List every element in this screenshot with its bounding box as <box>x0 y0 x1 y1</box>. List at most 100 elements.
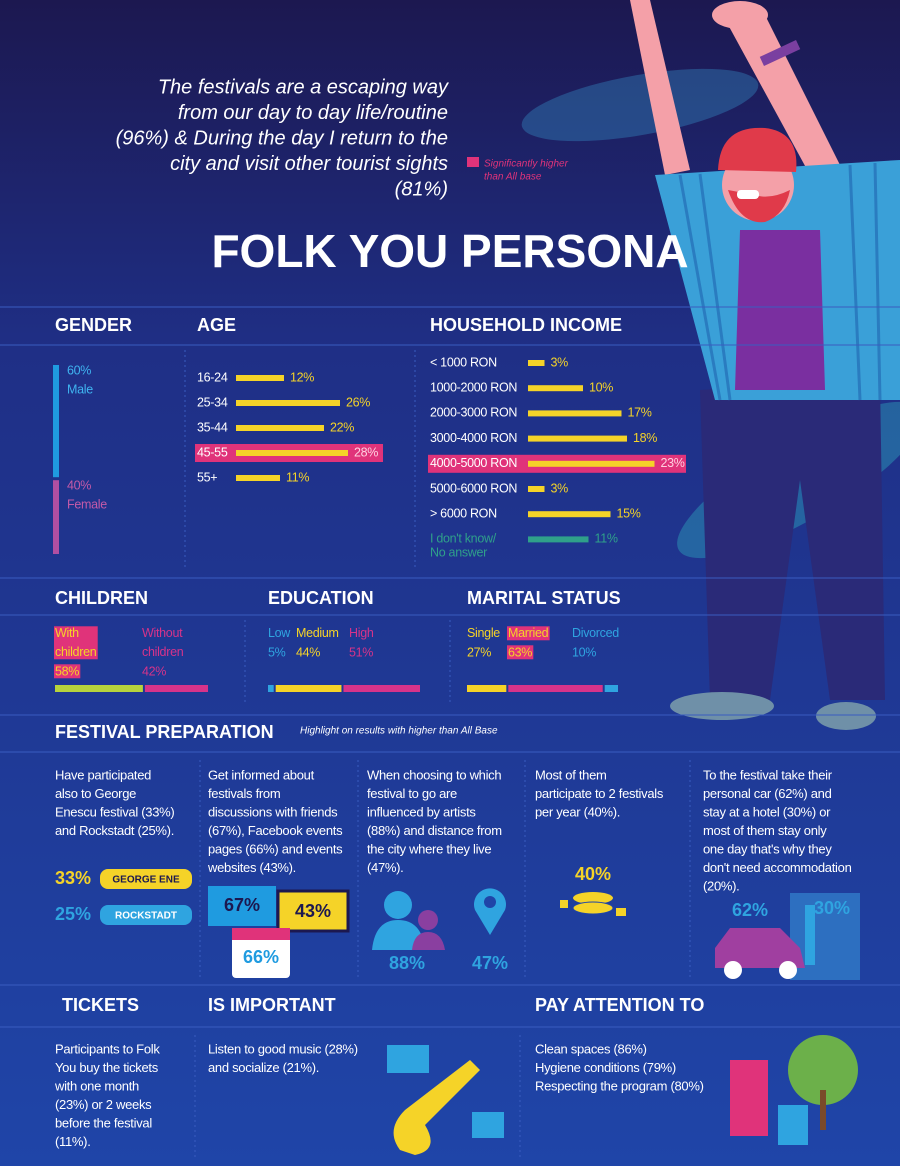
value-label: 23% <box>661 456 685 470</box>
section-header: GENDER <box>55 315 132 335</box>
figure: 33% <box>55 868 91 888</box>
category-label: Female <box>67 497 107 511</box>
paragraph-line: (47%). <box>367 860 404 875</box>
paragraph-line: participate to 2 festivals <box>535 786 664 801</box>
value-label: 11% <box>286 470 309 484</box>
bar <box>268 685 274 692</box>
paragraph-line: festivals from <box>208 786 280 801</box>
bar <box>528 435 627 442</box>
quote-line: (81%) <box>395 178 448 200</box>
value-label: 11% <box>595 532 618 546</box>
figure: 25% <box>55 904 91 924</box>
quote-line: The festivals are a escaping way <box>158 76 449 98</box>
value-label: 26% <box>346 395 370 409</box>
value-label: 5% <box>268 645 286 659</box>
category-label: I don't know/ No answer <box>430 532 499 560</box>
bar <box>604 685 618 692</box>
category-label: 2000-3000 RON <box>430 406 517 420</box>
value-label: 58% <box>55 664 79 678</box>
paragraph-line: Have participated <box>55 767 151 782</box>
category-label: High <box>349 626 374 640</box>
paragraph-line: (11%). <box>55 1134 91 1149</box>
category-label: Medium <box>296 626 339 640</box>
category-label: Low <box>268 626 291 640</box>
bar <box>528 536 589 543</box>
section-header: AGE <box>197 315 236 335</box>
figure: 88% <box>389 953 425 973</box>
bar <box>528 360 545 366</box>
paragraph-line: (88%) and distance from <box>367 823 502 838</box>
paragraph-line: Respecting the program (80%) <box>535 1078 704 1093</box>
category-label: 4000-5000 RON <box>430 456 517 470</box>
paragraph-line: Clean spaces (86%) <box>535 1041 647 1056</box>
value-label: 63% <box>508 645 532 659</box>
paragraph-line: also to George <box>55 786 136 801</box>
paragraph-line: the city where they live <box>367 841 491 856</box>
bar <box>528 486 545 492</box>
figure: 43% <box>295 901 331 921</box>
category-label: > 6000 RON <box>430 506 497 520</box>
legend-swatch <box>467 157 479 167</box>
section-header: EDUCATION <box>268 588 374 608</box>
paragraph-line: per year (40%). <box>535 804 620 819</box>
category-label: Without children <box>142 626 185 659</box>
legend-note: Significantly higher <box>484 159 569 170</box>
bar <box>275 685 342 692</box>
paragraph-line: most of them stay only <box>703 823 827 838</box>
value-label: 44% <box>296 645 320 659</box>
bar <box>343 685 420 692</box>
category-label: < 1000 RON <box>430 355 497 369</box>
value-label: 3% <box>551 481 569 495</box>
paragraph-line: discussions with friends <box>208 804 338 819</box>
highlight <box>507 645 534 660</box>
value-label: 10% <box>572 645 596 659</box>
category-label: Divorced <box>572 626 619 640</box>
category-label: 55+ <box>197 470 217 484</box>
gender-bar <box>53 480 59 554</box>
paragraph-line: pages (66%) and events <box>208 841 343 856</box>
section-header: TICKETS <box>62 995 139 1015</box>
category-label: 16-24 <box>197 370 228 384</box>
badge: GEORGE ENE <box>112 875 180 886</box>
paragraph-line: Get informed about <box>208 767 315 782</box>
gender-bar <box>53 365 59 478</box>
value-label: 3% <box>551 355 569 369</box>
note: Highlight on results with higher than Al… <box>300 726 498 737</box>
section-header: PAY ATTENTION TO <box>535 995 704 1015</box>
figure: 40% <box>575 864 611 884</box>
value-label: 40% <box>67 478 91 492</box>
highlight <box>54 626 98 660</box>
paragraph-line: before the festival <box>55 1115 152 1130</box>
section-header: IS IMPORTANT <box>208 995 336 1015</box>
category-label: 3000-4000 RON <box>430 431 517 445</box>
bar <box>236 400 340 406</box>
paragraph-line: Hygiene conditions (79%) <box>535 1060 676 1075</box>
paragraph-line: stay at a hotel (30%) or <box>703 804 831 819</box>
paragraph-line: When choosing to which <box>367 767 501 782</box>
paragraph-line: Participants to Folk <box>55 1041 160 1056</box>
section-header: CHILDREN <box>55 588 148 608</box>
category-label: With children <box>55 626 97 659</box>
bar <box>236 425 324 431</box>
glow <box>521 68 759 142</box>
bar <box>528 410 622 417</box>
paragraph-line: personal car (62%) and <box>703 786 832 801</box>
paragraph-line: websites (43%). <box>207 860 296 875</box>
category-label: 25-34 <box>197 395 228 409</box>
quote-line: from our day to day life/routine <box>178 102 448 124</box>
bar <box>467 685 507 692</box>
bar <box>528 511 611 518</box>
category-label: 35-44 <box>197 420 228 434</box>
paragraph-line: and socialize (21%). <box>208 1060 319 1075</box>
value-label: 15% <box>617 506 641 520</box>
section-header: HOUSEHOLD INCOME <box>430 315 622 335</box>
paragraph-line: (67%), Facebook events <box>208 823 343 838</box>
figure: 66% <box>243 947 279 967</box>
bar <box>508 685 603 692</box>
bar <box>55 685 143 692</box>
value-label: 60% <box>67 363 91 377</box>
separators <box>0 306 900 1160</box>
value-label: 42% <box>142 664 166 678</box>
person-illustration <box>630 0 900 730</box>
